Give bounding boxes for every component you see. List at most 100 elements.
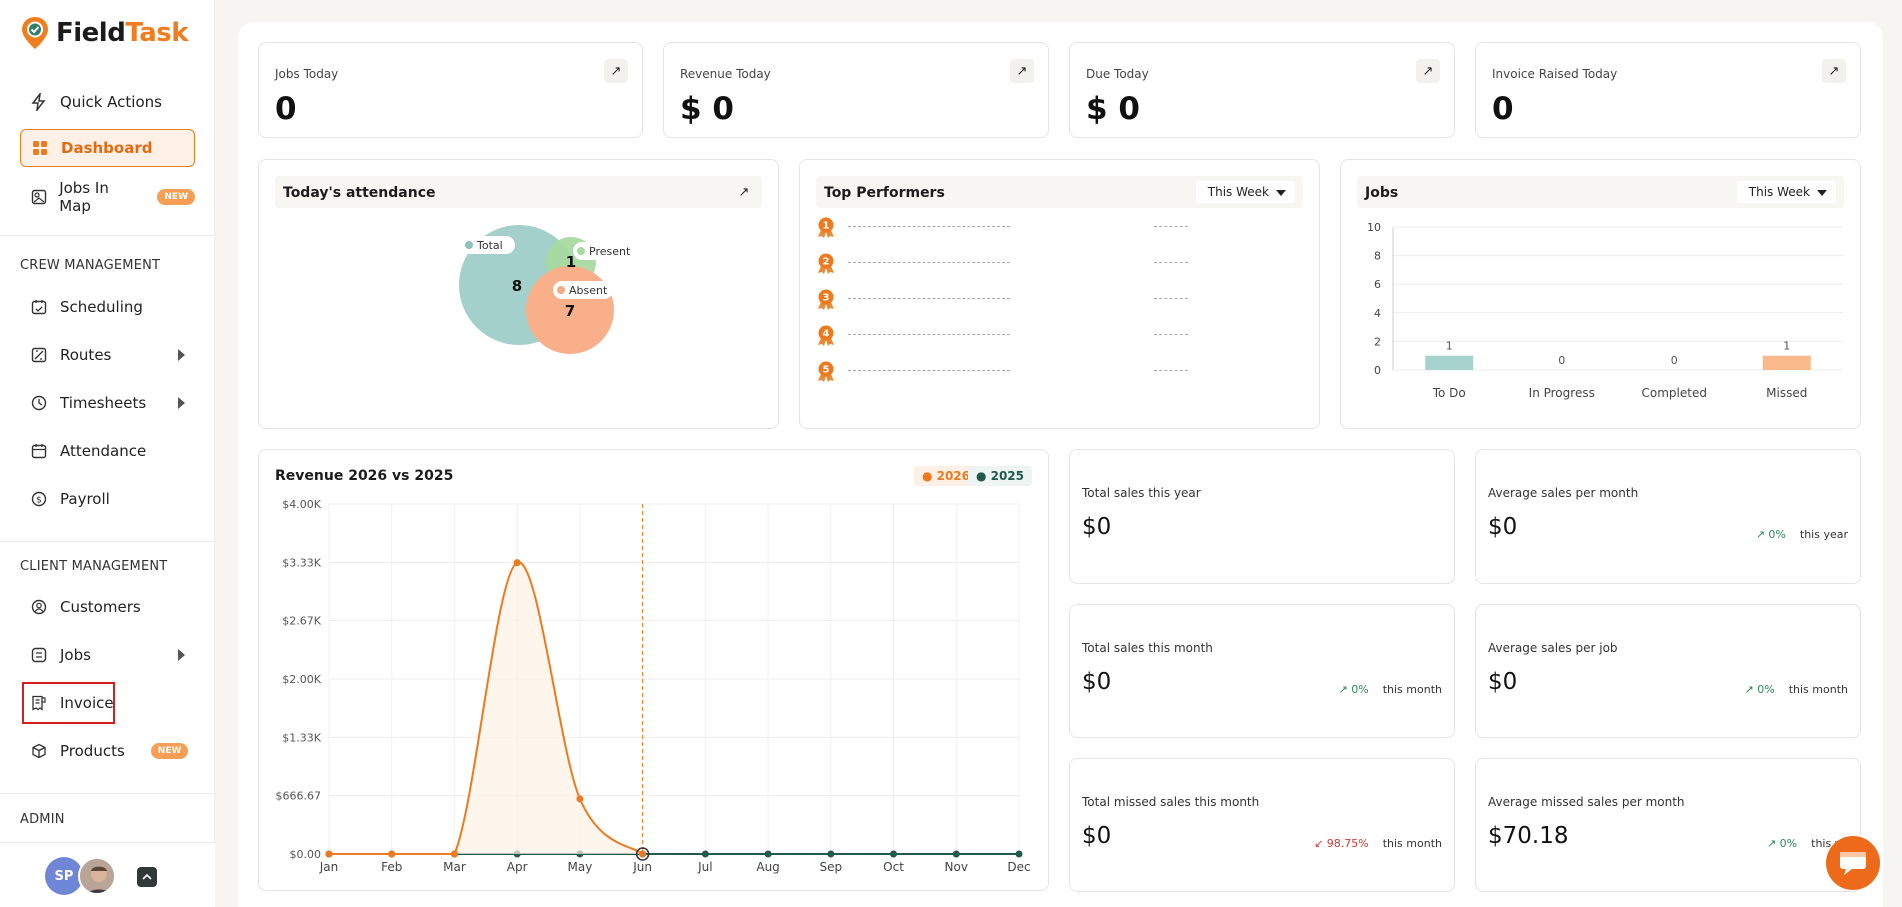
nav-timesheets[interactable]: Timesheets — [20, 384, 195, 422]
x-category-label: In Progress — [1529, 386, 1595, 400]
summary-card: Average sales per job $0 ↗ 0% this month — [1475, 604, 1861, 738]
brand-name-first: Field — [56, 18, 126, 48]
data-point — [576, 795, 584, 803]
bar-value-label: 0 — [1671, 354, 1678, 367]
y-tick-label: 10 — [1367, 221, 1381, 234]
y-tick-label: $3.33K — [282, 556, 321, 569]
x-tick-label: Jan — [319, 860, 339, 874]
data-point — [1015, 850, 1023, 858]
y-tick-label: 0 — [1374, 364, 1381, 377]
x-category-label: Missed — [1766, 386, 1807, 400]
main-content: Jobs Today 0 ↗ Revenue Today $ 0 ↗ Due T… — [238, 22, 1883, 907]
user-footer: SP — [0, 842, 215, 907]
y-tick-label: $666.67 — [276, 790, 322, 803]
summary-card: Average missed sales per month $70.18 ↗ … — [1475, 758, 1861, 892]
brand-logo[interactable]: FieldTask — [20, 16, 189, 50]
y-tick-label: $1.33K — [282, 731, 321, 744]
legend-2026[interactable]: ● 2026 — [913, 466, 978, 486]
name-placeholder — [848, 262, 1010, 263]
stat-label: Invoice Raised Today — [1492, 67, 1618, 81]
summary-change: ↗ 0% this month — [1339, 683, 1442, 696]
expand-arrow-icon[interactable] — [178, 397, 185, 409]
revenue-panel: Revenue 2026 vs 2025 ● 2026 ● 2025 $0.00… — [258, 449, 1049, 891]
legend-2025-label: 2025 — [990, 469, 1024, 483]
change-period: this month — [1382, 837, 1442, 850]
panel-header: Jobs This Week — [1357, 176, 1844, 208]
series-area — [329, 562, 643, 854]
x-tick-label: Sep — [820, 860, 843, 874]
expand-arrow-icon[interactable] — [178, 649, 185, 661]
collapse-up-icon[interactable] — [137, 867, 157, 887]
nav-dashboard-label: Dashboard — [61, 139, 153, 157]
performer-row: 4 — [816, 324, 1196, 346]
data-point — [701, 850, 709, 858]
nav-customers[interactable]: Customers — [20, 588, 195, 626]
performer-row: 3 — [816, 288, 1196, 310]
bar-value-label: 1 — [1783, 340, 1790, 353]
name-placeholder — [848, 370, 1010, 371]
y-tick-label: 8 — [1374, 250, 1381, 263]
open-arrow-icon[interactable]: ↗ — [738, 184, 750, 200]
nav-routes[interactable]: Routes — [20, 336, 195, 374]
clock-icon — [30, 394, 48, 412]
nav-jobs[interactable]: Jobs — [20, 636, 195, 674]
rank-number: 4 — [823, 329, 830, 340]
x-tick-label: Feb — [381, 860, 402, 874]
rank-number: 1 — [823, 221, 830, 232]
summary-value: $0 — [1488, 514, 1518, 540]
legend-dot: ● — [975, 469, 991, 483]
y-tick-label: $2.00K — [282, 673, 321, 686]
expand-arrow-icon[interactable] — [178, 349, 185, 361]
crew-management-heading: CREW MANAGEMENT — [20, 258, 161, 273]
total-value: 8 — [512, 277, 522, 295]
open-arrow-icon[interactable]: ↗ — [1416, 59, 1440, 83]
y-tick-label: 4 — [1374, 307, 1381, 320]
summary-label: Total sales this year — [1082, 486, 1201, 500]
nav-quick-actions[interactable]: Quick Actions — [20, 83, 195, 121]
x-tick-label: May — [568, 860, 593, 874]
open-arrow-icon[interactable]: ↗ — [604, 59, 628, 83]
period-dropdown[interactable]: This Week — [1736, 181, 1836, 203]
summary-value: $0 — [1488, 669, 1518, 695]
change-percent: ↗ 0% — [1755, 528, 1786, 541]
chat-widget-button[interactable] — [1826, 836, 1880, 890]
change-percent: ↗ 0% — [1338, 683, 1369, 696]
attendance-bubble-chart: 8 1 7 Total Present Absent — [459, 225, 635, 354]
period-dropdown[interactable]: This Week — [1195, 181, 1295, 203]
medal-icon: 5 — [818, 361, 834, 382]
data-point — [827, 850, 835, 858]
summary-change: ↙ 98.75% this month — [1314, 837, 1442, 850]
divider — [0, 793, 215, 794]
chat-icon — [1840, 852, 1866, 875]
hover-point-ring — [635, 847, 650, 861]
customer-icon — [30, 598, 48, 616]
nav-dashboard[interactable]: Dashboard — [20, 129, 195, 167]
nav-payroll[interactable]: $ Payroll — [20, 480, 195, 518]
nav-invoice[interactable]: Invoice — [20, 684, 195, 722]
jobs-panel: Jobs This Week 0 2 4 6 8 10 1 To Do 0 In Progress… — [1340, 159, 1861, 429]
data-point — [325, 850, 333, 858]
legend-2025[interactable]: ● 2025 — [967, 466, 1032, 486]
nav-jobs-in-map[interactable]: Jobs In Map NEW — [20, 178, 195, 216]
nav-attendance[interactable]: Attendance — [20, 432, 195, 470]
new-badge: NEW — [150, 743, 189, 759]
avatar[interactable]: SP — [45, 857, 83, 895]
medal-icon: 4 — [818, 325, 834, 346]
x-tick-label: Dec — [1007, 860, 1030, 874]
revenue-line-chart: $0.00 $666.67 $1.33K $2.00K $2.67K $3.33K $4.0… — [276, 498, 1031, 874]
user-photo-avatar[interactable] — [78, 857, 116, 895]
open-arrow-icon[interactable]: ↗ — [1010, 59, 1034, 83]
stat-value: 0 — [275, 91, 297, 127]
new-badge: NEW — [157, 189, 195, 205]
nav-routes-label: Routes — [60, 346, 112, 364]
score-placeholder — [1154, 226, 1188, 227]
x-tick-label: Oct — [883, 860, 904, 874]
data-point — [513, 559, 521, 567]
nav-products[interactable]: Products NEW — [20, 732, 195, 770]
nav-scheduling[interactable]: Scheduling — [20, 288, 195, 326]
rank-number: 2 — [823, 257, 830, 268]
open-arrow-icon[interactable]: ↗ — [1822, 59, 1846, 83]
attendance-title: Today's attendance — [283, 185, 436, 201]
invoice-highlight-box — [22, 682, 115, 724]
stat-card-due-today: Due Today $ 0 ↗ — [1069, 42, 1455, 138]
